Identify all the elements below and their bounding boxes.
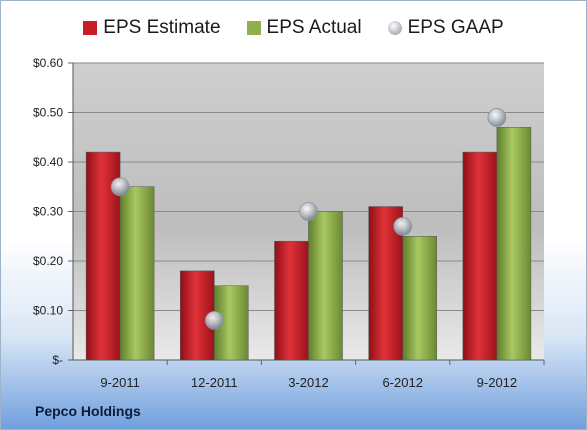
gaap-marker — [299, 202, 318, 221]
y-tick-label: $0.40 — [33, 155, 63, 169]
x-tick-label: 9-2012 — [477, 375, 517, 390]
actual-bar — [402, 236, 437, 361]
legend-label-actual: EPS Actual — [266, 17, 362, 38]
legend-item-gaap: EPS GAAP — [387, 17, 504, 39]
y-tick-label: $0.50 — [33, 106, 63, 120]
gaap-marker — [487, 108, 507, 127]
y-tick-label: $0.30 — [33, 205, 63, 219]
legend-item-actual: EPS Actual — [246, 17, 362, 39]
legend-item-estimate: EPS Estimate — [83, 17, 221, 39]
gaap-marker — [393, 216, 413, 236]
plot-area: $- $0.10 $0.20 $0.30 $0.40 $0.50 $0.60 9-2011 12… — [33, 56, 545, 390]
gaap-swatch — [387, 21, 402, 35]
gaap-marker — [204, 310, 224, 330]
x-tick-label: 12-2011 — [191, 375, 238, 390]
legend-label-estimate: EPS Estimate — [103, 17, 221, 38]
actual-swatch — [246, 21, 261, 35]
x-tick-label: 3-2012 — [288, 375, 328, 390]
x-tick-label: 6-2012 — [382, 375, 422, 390]
actual-bar — [308, 211, 343, 361]
estimate-bar — [274, 240, 309, 361]
y-tick-label: $0.10 — [33, 304, 63, 318]
estimate-swatch — [83, 21, 98, 35]
y-tick-label: $0.20 — [33, 254, 63, 268]
legend: EPS Estimate EPS Actual EPS GAAP — [1, 17, 586, 39]
company-label: Pepco Holdings — [35, 403, 141, 419]
estimate-bar — [462, 151, 498, 361]
y-tick-label: $- — [52, 353, 63, 367]
legend-label-gaap: EPS GAAP — [407, 17, 504, 38]
x-tick-label: 9-2011 — [100, 375, 140, 390]
actual-bar — [496, 127, 532, 361]
actual-bar — [119, 186, 155, 361]
y-tick-label: $0.60 — [33, 56, 63, 70]
gaap-marker — [110, 177, 130, 197]
